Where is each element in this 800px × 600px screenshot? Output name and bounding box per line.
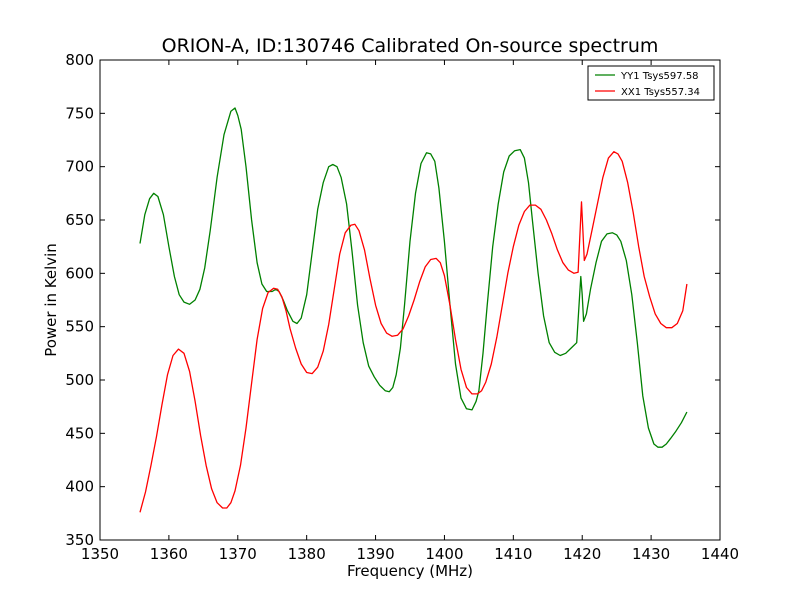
series-layer (139, 107, 688, 513)
series-line-0 (139, 107, 688, 448)
x-axis-label: Frequency (MHz) (347, 562, 473, 580)
series-line-1 (139, 151, 688, 513)
y-tick-label: 550 (65, 318, 94, 336)
y-tick-label: 800 (65, 51, 94, 69)
x-tick-label: 1370 (219, 545, 257, 563)
y-tick-label: 400 (65, 478, 94, 496)
x-tick-label: 1420 (563, 545, 601, 563)
y-tick-label: 350 (65, 531, 94, 549)
x-tick-label: 1350 (81, 545, 119, 563)
x-tick-label: 1360 (150, 545, 188, 563)
y-axis-label: Power in Kelvin (42, 243, 60, 357)
x-tick-label: 1410 (494, 545, 532, 563)
legend-label-yy1: YY1 Tsys597.58 (620, 71, 699, 82)
plot-frame (99, 59, 721, 541)
legend-box (587, 65, 715, 101)
y-tick-label: 700 (65, 158, 94, 176)
x-tick-label: 1390 (356, 545, 394, 563)
legend-label-xx1: XX1 Tsys557.34 (621, 87, 700, 98)
x-tick-label: 1380 (288, 545, 326, 563)
ticks-layer: 1350 1360 1370 1380 1390 1400 1410 1420 1430 1440… (65, 51, 739, 563)
y-tick-label: 500 (65, 371, 94, 389)
chart-title: ORION-A, ID:130746 Calibrated On-source … (162, 35, 659, 57)
y-tick-label: 450 (65, 424, 94, 442)
x-tick-label: 1400 (425, 545, 463, 563)
x-tick-label: 1440 (701, 545, 739, 563)
y-tick-label: 650 (65, 211, 94, 229)
y-tick-label: 750 (65, 104, 94, 122)
legend: YY1 Tsys597.58 XX1 Tsys557.34 (587, 65, 715, 101)
x-tick-label: 1430 (632, 545, 670, 563)
y-tick-label: 600 (65, 264, 94, 282)
